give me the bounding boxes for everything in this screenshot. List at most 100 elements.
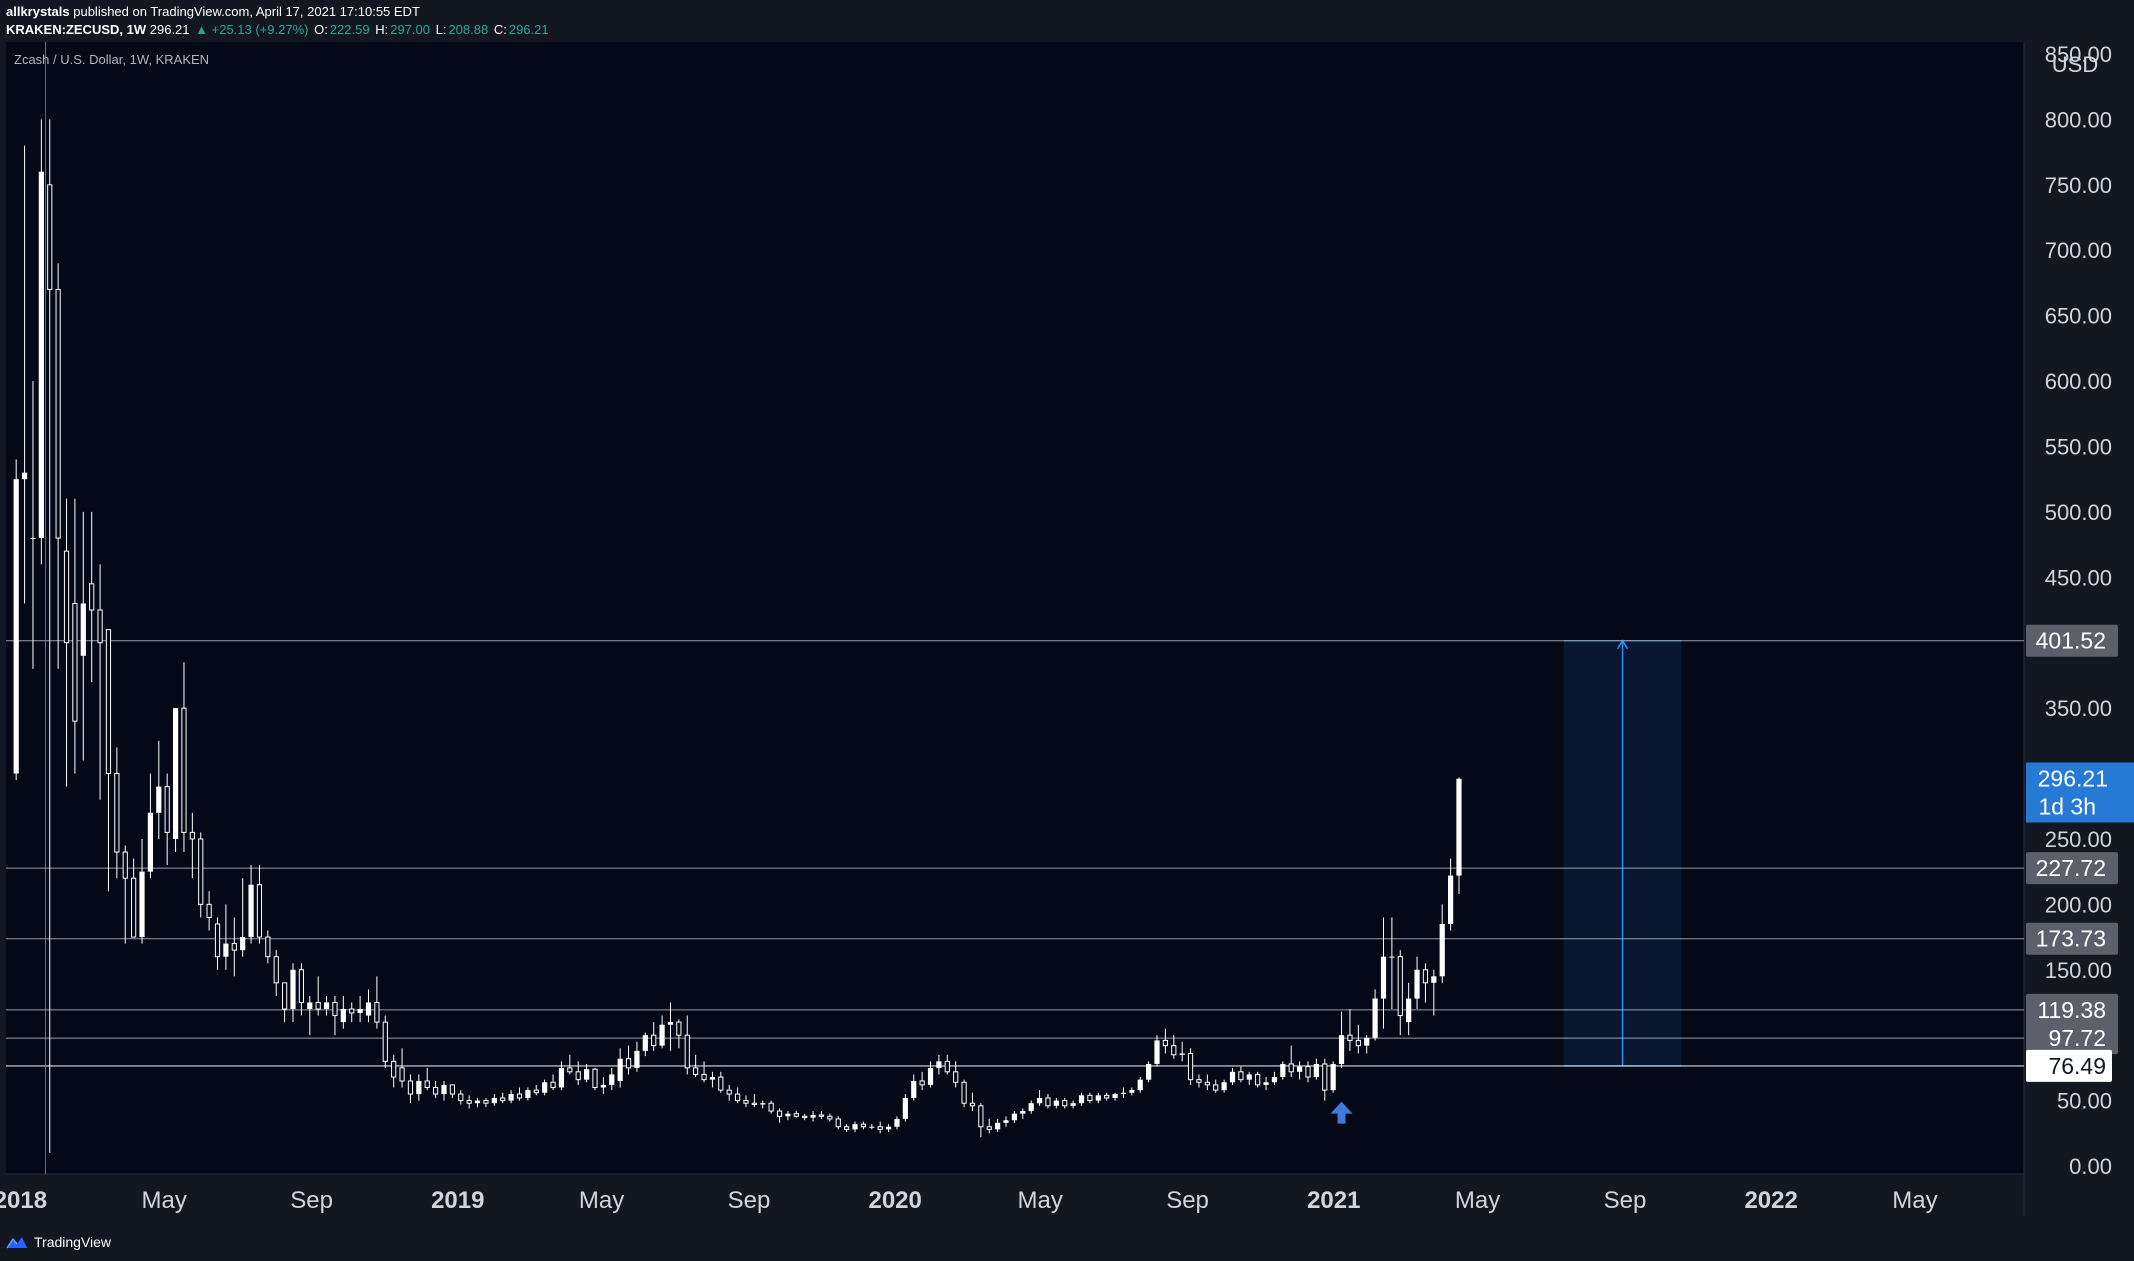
y-tick-label: 150.00 [2045,958,2112,983]
candle-body-down [550,1081,556,1089]
y-tick-label: 350.00 [2045,696,2112,721]
level-price-text: 119.38 [2037,997,2106,1023]
candle-body-down [449,1084,455,1095]
candle-body-down [567,1067,573,1073]
y-tick-label: 250.00 [2045,827,2112,852]
candle-body-up [491,1097,497,1104]
candle-body-down [382,1021,388,1062]
x-tick-label: 2020 [868,1187,921,1214]
x-tick-label: May [1892,1187,1937,1214]
candle-body-up [885,1126,892,1130]
candle-body-down [1062,1100,1068,1107]
candle-body-down [458,1093,464,1102]
candle-body-down [72,602,78,722]
candle-body-up [1028,1103,1034,1112]
author-name[interactable]: allkrystals [6,4,70,19]
x-tick-label: 2021 [1307,1187,1360,1214]
close-label: C: [493,22,507,37]
candle-body-down [734,1093,741,1102]
candle-body-up [894,1118,900,1127]
candle-body-up [525,1090,531,1098]
candle-body-up [927,1067,934,1085]
candle-body-up [1154,1040,1160,1064]
low-value: 208.88 [448,22,489,37]
candle-body-down [265,936,271,958]
candle-body-down [827,1115,833,1120]
candle-body-down [332,1001,338,1017]
candle-body-up [558,1067,565,1088]
x-tick-label: May [142,1187,187,1214]
y-tick-label: 800.00 [2045,107,2112,132]
candle-body-up [1271,1077,1278,1083]
candle-body-down [231,943,237,951]
candle-body-down [944,1060,950,1073]
x-tick-label: 2018 [0,1187,47,1214]
x-tick-label: Sep [290,1187,333,1214]
candle-body-down [1196,1079,1202,1083]
candle-body-down [1255,1073,1261,1086]
candle-body-down [776,1110,783,1117]
y-tick-label: 450.00 [2045,565,2112,590]
candle-body-down [701,1073,707,1081]
candle-body-down [97,609,103,644]
candle-body-up [508,1094,514,1101]
level-price-text: 173.73 [2036,926,2106,952]
candle-body-down [315,1001,321,1010]
y-tick-label: 0.00 [2069,1154,2112,1179]
candle-body-down [1288,1063,1294,1073]
y-tick-label: 700.00 [2045,238,2112,263]
publish-header: allkrystals published on TradingView.com… [0,0,2134,42]
candle-body-down [802,1115,808,1119]
candle-body-up [1078,1095,1085,1104]
marker-group [1330,1101,1353,1124]
candle-body-down [466,1100,472,1104]
candle-body-up [1280,1063,1286,1078]
candle-body-up [617,1058,623,1081]
candle-body-down [986,1126,992,1130]
candle-body-down [1347,1034,1353,1041]
candle-body-up [1313,1063,1319,1078]
price-chart[interactable]: 0.0050.00100.00150.00200.00250.00300.003… [0,42,2134,1224]
candle-body-down [743,1100,749,1104]
candle-body-up [357,1009,363,1013]
x-ticks-group: 2018 May Sep 2019 May Sep 2020 May Sep 2021 May Sep… [0,1187,1938,1214]
candle-body-down [500,1097,506,1102]
candle-body-up [1330,1063,1336,1091]
candle-body-up [1297,1066,1303,1072]
publish-info: published on TradingView.com, April 17, … [73,4,420,19]
candle-body-up [1414,969,1420,999]
candle-body-down [575,1071,581,1081]
level-price-tag [2026,922,2118,955]
candle-body-up [911,1080,917,1098]
y-tick-label: 550.00 [2045,434,2112,459]
candle-body-up [1229,1071,1236,1083]
candle-body-down [164,786,170,833]
candle-body-down [1087,1094,1093,1102]
candle-body-up [307,1002,313,1010]
open-label: O: [314,22,328,37]
candle-body-up [1456,778,1462,876]
candle-body-down [483,1100,489,1104]
chart-area[interactable]: 0.0050.00100.00150.00200.00250.00300.003… [0,42,2134,1224]
candle-body-up [1372,998,1378,1038]
candle-body-down [651,1034,657,1047]
tradingview-brand[interactable]: TradingView [6,1234,111,1250]
candle-body-down [256,884,263,938]
candle-body-down [793,1113,799,1117]
candle-body-down [1162,1039,1168,1047]
candle-body-down [1305,1066,1311,1078]
candle-body-up [21,472,28,480]
candle-body-down [189,831,195,840]
candle-body-up [1439,923,1445,977]
x-tick-label: May [579,1187,624,1214]
candle-body-up [1389,956,1395,958]
last-price-tag [2026,762,2134,823]
candle-body-down [63,550,70,644]
y-tick-label: 650.00 [2045,304,2112,329]
candle-body-down [961,1081,967,1104]
candle-body-down [978,1105,984,1128]
candle-body-up [38,171,44,539]
candle-body-down [516,1093,523,1099]
y-tick-label: 50.00 [2057,1089,2112,1114]
